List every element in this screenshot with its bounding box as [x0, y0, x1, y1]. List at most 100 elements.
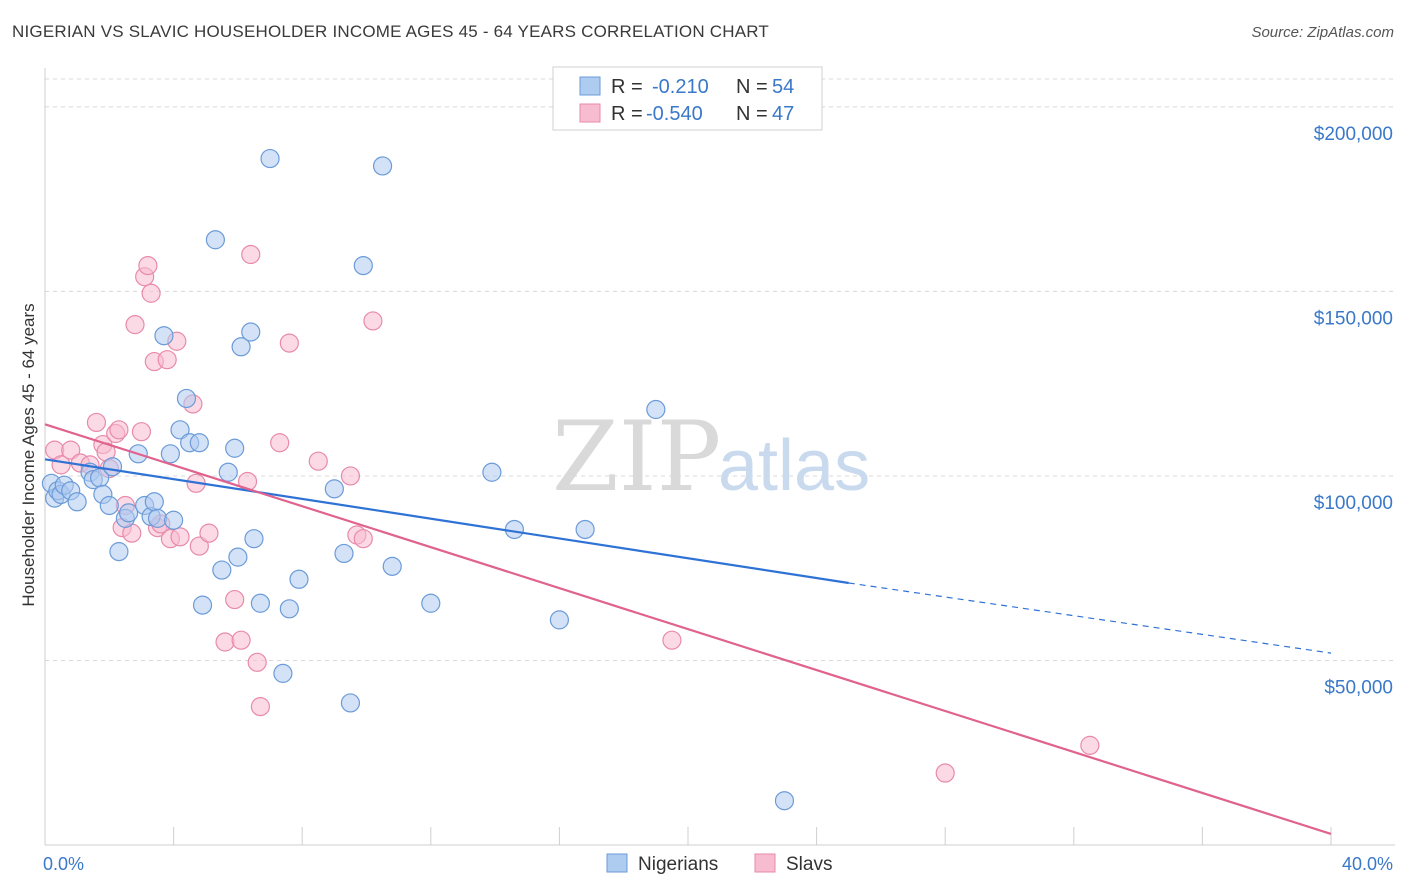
nigerians-point: [228, 547, 248, 567]
slavs-point: [61, 440, 81, 460]
nigerians-point: [160, 444, 180, 464]
slavs-trend-line: [44, 423, 1332, 835]
slavs-points: [45, 244, 1100, 783]
slavs-n-value: 47: [772, 103, 794, 125]
nigerians-point: [231, 337, 251, 357]
slavs-point: [125, 315, 145, 335]
slavs-point: [86, 412, 107, 433]
nigerians-point: [549, 610, 570, 630]
nigerians-point: [176, 388, 197, 409]
slavs-point: [109, 420, 129, 440]
nigerians-point: [244, 529, 264, 549]
y-tick-label: $100,000: [1314, 493, 1393, 514]
nigerians-point: [372, 156, 393, 176]
nigerians-point: [482, 462, 502, 482]
nigerians-point: [273, 663, 293, 683]
nigerians-point: [250, 593, 271, 613]
nigerians-point: [353, 255, 373, 276]
slavs-r-value: -0.540: [646, 103, 703, 125]
nigerians-points: [41, 148, 795, 811]
slavs-point: [1080, 735, 1100, 755]
slavs-point: [935, 763, 955, 783]
nigerians-point: [774, 791, 795, 811]
slavs-point: [340, 466, 361, 486]
slavs-n-label: N =: [736, 103, 768, 125]
slavs-point: [225, 589, 245, 610]
slavs-swatch: [579, 103, 601, 123]
slavs-point: [662, 630, 682, 650]
nigerians-point: [218, 462, 238, 482]
nigerians-point: [289, 569, 309, 589]
y-tick-label: $50,000: [1324, 677, 1393, 698]
nigerians-n-label: N =: [736, 76, 768, 98]
nigerians-trend-extension: [848, 582, 1332, 654]
slavs-point: [250, 697, 271, 717]
slavs-point: [247, 652, 267, 672]
slavs-point: [131, 422, 152, 442]
watermark-zip: ZIP: [552, 401, 721, 513]
grid-lines: [45, 78, 1395, 661]
slavs-point: [241, 244, 261, 265]
nigerians-point: [67, 492, 87, 512]
nigerians-r-label: R =: [611, 76, 643, 98]
nigerians-point: [324, 479, 344, 499]
nigerians-point: [260, 148, 280, 169]
nigerians-n-value: 54: [772, 76, 794, 98]
nigerians-point: [241, 322, 261, 342]
nigerians-point: [421, 593, 441, 613]
slavs-point: [270, 433, 290, 453]
slavs-point: [141, 283, 161, 303]
nigerians-point: [192, 595, 213, 615]
nigerians-point: [109, 542, 129, 562]
watermark-atlas: atlas: [718, 426, 870, 506]
watermark: ZIP atlas: [552, 401, 870, 513]
slavs-legend-label: Slavs: [786, 854, 832, 875]
nigerians-point: [118, 503, 139, 523]
slavs-point: [189, 536, 209, 556]
chart-title: NIGERIAN VS SLAVIC HOUSEHOLDER INCOME AG…: [12, 22, 770, 41]
slavs-point: [353, 529, 373, 549]
nigerians-point: [279, 599, 299, 619]
slavs-point: [157, 350, 177, 370]
nigerians-legend-swatch: [606, 853, 628, 873]
axes: [44, 68, 1395, 846]
y-tick-labels: $50,000 $100,000 $150,000 $200,000: [1314, 124, 1393, 699]
nigerians-point: [99, 495, 119, 516]
slavs-point: [170, 527, 190, 547]
nigerians-point: [340, 693, 361, 713]
nigerians-trend-line: [44, 458, 849, 585]
slavs-point: [363, 311, 383, 331]
slavs-point: [279, 333, 299, 353]
y-axis-label: Householder Income Ages 45 - 64 years: [19, 303, 38, 606]
correlation-legend: R = -0.210 N = 54 R = -0.540 N = 47: [552, 66, 823, 131]
y-tick-label: $150,000: [1314, 308, 1393, 329]
nigerians-point: [212, 560, 232, 580]
nigerians-point: [646, 399, 666, 420]
nigerians-point: [189, 433, 209, 453]
nigerians-point: [147, 508, 168, 528]
slavs-point: [215, 632, 235, 652]
slavs-point: [231, 630, 251, 650]
nigerians-point: [164, 510, 184, 530]
nigerians-r-value: -0.210: [652, 76, 709, 98]
slavs-r-label: R =: [611, 103, 643, 125]
x-tick-label: 0.0%: [43, 854, 84, 874]
x-tick-label: 40.0%: [1342, 854, 1393, 874]
nigerians-point: [205, 230, 225, 250]
nigerians-point: [334, 543, 354, 564]
x-tick-labels: 0.0% 40.0%: [43, 854, 1393, 874]
nigerians-point: [382, 556, 402, 576]
series-legend: Nigerians Slavs: [606, 853, 832, 875]
slavs-legend-swatch: [754, 853, 776, 873]
slavs-point: [138, 255, 158, 276]
nigerians-point: [225, 438, 245, 458]
slavs-point: [308, 451, 328, 471]
nigerians-point: [144, 492, 164, 512]
nigerians-swatch: [579, 76, 601, 96]
nigerians-point: [170, 420, 190, 440]
trend-lines: [44, 423, 1332, 835]
source-label: Source: ZipAtlas.com: [1251, 24, 1394, 41]
nigerians-point: [154, 326, 174, 346]
slavs-point: [199, 523, 219, 543]
